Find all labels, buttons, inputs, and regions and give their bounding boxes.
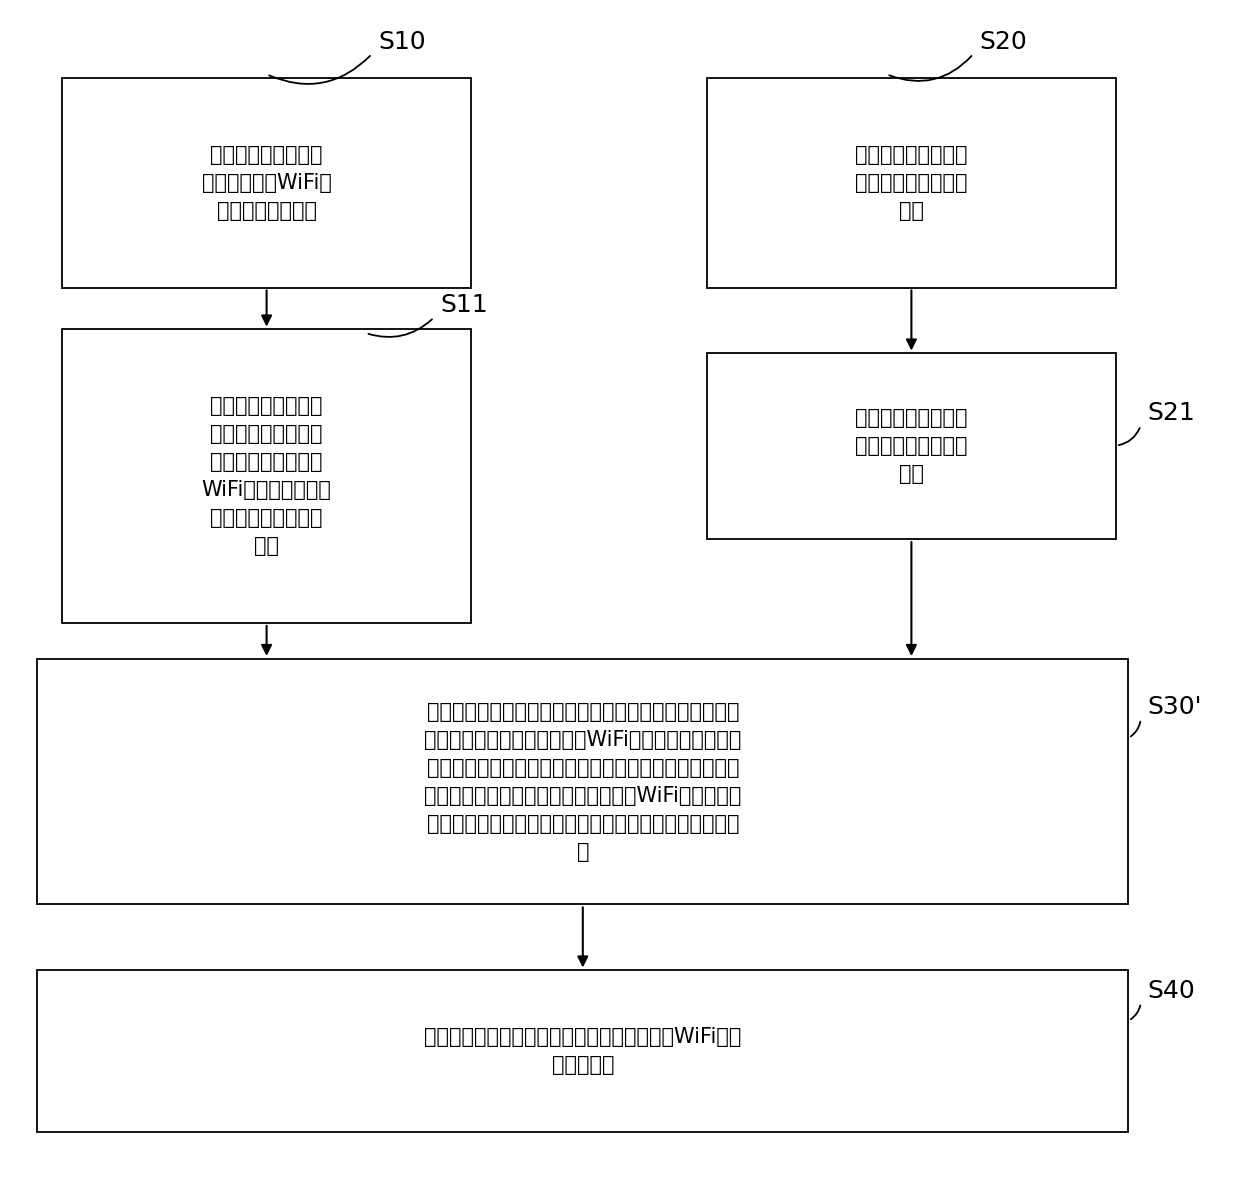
FancyBboxPatch shape	[37, 659, 1128, 904]
Text: S11: S11	[440, 294, 487, 317]
FancyBboxPatch shape	[62, 78, 471, 288]
Text: S40: S40	[1147, 979, 1195, 1003]
Text: S30': S30'	[1147, 695, 1202, 719]
FancyBboxPatch shape	[707, 78, 1116, 288]
Text: S20: S20	[980, 30, 1028, 54]
Text: 获取所述蓝牙芯片已
连接的当前蓝牙设备
信息: 获取所述蓝牙芯片已 连接的当前蓝牙设备 信息	[856, 145, 967, 220]
Text: 从所述第一缓存器中取出所述蓝牙芯片的当前运作状态，
从所述第二缓存器中取出所述WiFi芯片的当前运作状态
，从所述第三缓存器中取出所述当前蓝牙设备信息，根据
取: 从所述第一缓存器中取出所述蓝牙芯片的当前运作状态， 从所述第二缓存器中取出所述W…	[424, 702, 742, 861]
Text: 根据所述当前占比参数来设置所述蓝牙芯片和WiFi芯片
的天线占比: 根据所述当前占比参数来设置所述蓝牙芯片和WiFi芯片 的天线占比	[424, 1027, 742, 1076]
FancyBboxPatch shape	[707, 353, 1116, 539]
Text: 获取蓝牙芯片的当前
运作状态以及WiFi芯
片的当前运作状态: 获取蓝牙芯片的当前 运作状态以及WiFi芯 片的当前运作状态	[202, 145, 331, 220]
FancyBboxPatch shape	[62, 329, 471, 623]
Text: S10: S10	[378, 30, 425, 54]
FancyBboxPatch shape	[37, 970, 1128, 1132]
Text: S21: S21	[1147, 401, 1195, 425]
Text: 将所述蓝牙芯片的当
前运作状态存储至第
一缓存器中，将所述
WiFi芯片的当前运作
状态存储至第二缓存
器中: 将所述蓝牙芯片的当 前运作状态存储至第 一缓存器中，将所述 WiFi芯片的当前运…	[202, 397, 331, 556]
Text: 将所述当前蓝牙设备
信息存储至第三缓存
器中: 将所述当前蓝牙设备 信息存储至第三缓存 器中	[856, 409, 967, 484]
